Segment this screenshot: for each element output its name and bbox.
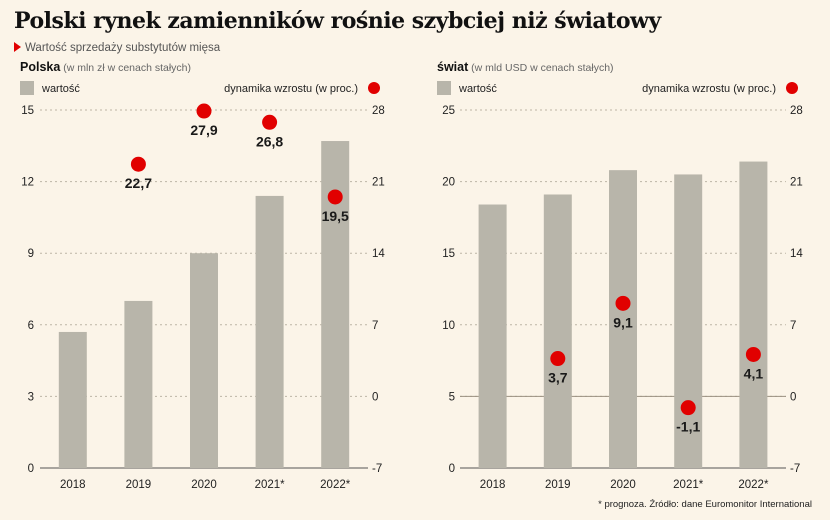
- x-tick-label: 2020: [610, 479, 636, 491]
- y-right-tick: -7: [372, 463, 382, 475]
- bar: [674, 174, 703, 468]
- y-left-tick: 0: [28, 463, 34, 475]
- growth-dot: [262, 114, 278, 130]
- bar: [190, 253, 218, 468]
- growth-dot: [550, 351, 566, 367]
- growth-data-label: 3,7: [548, 370, 568, 386]
- legend-bar-swatch: [20, 81, 34, 95]
- y-left-tick: 10: [442, 320, 455, 332]
- y-right-tick: 28: [372, 105, 385, 117]
- growth-data-label: 9,1: [613, 314, 633, 330]
- legend-dot-label: dynamika wzrostu (w proc.): [642, 83, 776, 95]
- y-left-tick: 20: [442, 177, 455, 189]
- growth-dot: [745, 346, 761, 362]
- growth-dot: [615, 295, 631, 311]
- growth-data-label: 19,5: [322, 208, 349, 224]
- bar: [255, 195, 284, 469]
- y-right-tick: 7: [790, 320, 796, 332]
- subtitle: Wartość sprzedaży substytutów mięsa: [14, 42, 220, 54]
- legend-bar-label: wartość: [41, 83, 80, 95]
- bar: [739, 161, 768, 468]
- legend-dot-label: dynamika wzrostu (w proc.): [224, 83, 358, 95]
- x-tick-label: 2022*: [738, 479, 769, 491]
- growth-dot: [327, 189, 343, 205]
- x-tick-label: 2022*: [320, 479, 351, 491]
- y-right-tick: 21: [372, 177, 385, 189]
- x-tick-label: 2018: [60, 479, 86, 491]
- y-right-tick: 21: [790, 177, 803, 189]
- y-right-tick: 14: [790, 248, 803, 260]
- page-title: Polski rynek zamienników rośnie szybciej…: [14, 8, 661, 34]
- bar: [58, 331, 87, 468]
- y-left-tick: 9: [28, 248, 34, 260]
- legend-bar-swatch: [437, 81, 451, 95]
- growth-data-label: -1,1: [676, 419, 700, 435]
- y-right-tick: 14: [372, 248, 385, 260]
- bar: [478, 204, 507, 468]
- x-tick-label: 2020: [191, 479, 217, 491]
- growth-data-label: 26,8: [256, 133, 283, 149]
- y-left-tick: 5: [449, 391, 455, 403]
- y-left-tick: 0: [449, 463, 455, 475]
- unit-label: (w mld USD w cenach stałych): [468, 62, 613, 74]
- y-right-tick: 0: [372, 391, 378, 403]
- x-tick-label: 2018: [480, 479, 506, 491]
- growth-data-label: 27,9: [190, 122, 217, 138]
- region-name: świat: [437, 60, 469, 74]
- growth-dot: [680, 400, 696, 416]
- growth-data-label: 22,7: [125, 175, 152, 191]
- y-left-tick: 15: [21, 105, 34, 117]
- y-right-tick: 0: [790, 391, 796, 403]
- unit-label: (w mln zł w cenach stałych): [60, 62, 191, 74]
- y-left-tick: 3: [28, 391, 34, 403]
- x-tick-label: 2021*: [255, 479, 286, 491]
- panel-header: świat (w mld USD w cenach stałych): [437, 60, 614, 74]
- bar: [124, 300, 153, 468]
- bar: [609, 170, 637, 469]
- growth-dot: [196, 103, 212, 119]
- y-left-tick: 6: [28, 320, 34, 332]
- growth-dot: [130, 156, 146, 172]
- x-tick-label: 2019: [545, 479, 571, 491]
- y-right-tick: 7: [372, 320, 378, 332]
- legend-dot-swatch: [786, 82, 798, 94]
- bar: [543, 194, 572, 468]
- y-left-tick: 15: [442, 248, 455, 260]
- y-right-tick: -7: [790, 463, 800, 475]
- triangle-bullet-icon: [14, 42, 21, 52]
- x-tick-label: 2019: [126, 479, 152, 491]
- legend-bar-label: wartość: [458, 83, 497, 95]
- growth-data-label: 4,1: [744, 365, 764, 381]
- source-note: * prognoza. Źródło: dane Euromonitor Int…: [598, 499, 812, 510]
- panel-header: Polska (w mln zł w cenach stałych): [20, 60, 191, 74]
- x-tick-label: 2021*: [673, 479, 704, 491]
- legend-dot-swatch: [368, 82, 380, 94]
- y-right-tick: 28: [790, 105, 803, 117]
- y-left-tick: 12: [21, 177, 34, 189]
- subtitle-text: Wartość sprzedaży substytutów mięsa: [25, 42, 221, 54]
- region-name: Polska: [20, 60, 61, 74]
- y-left-tick: 25: [442, 105, 455, 117]
